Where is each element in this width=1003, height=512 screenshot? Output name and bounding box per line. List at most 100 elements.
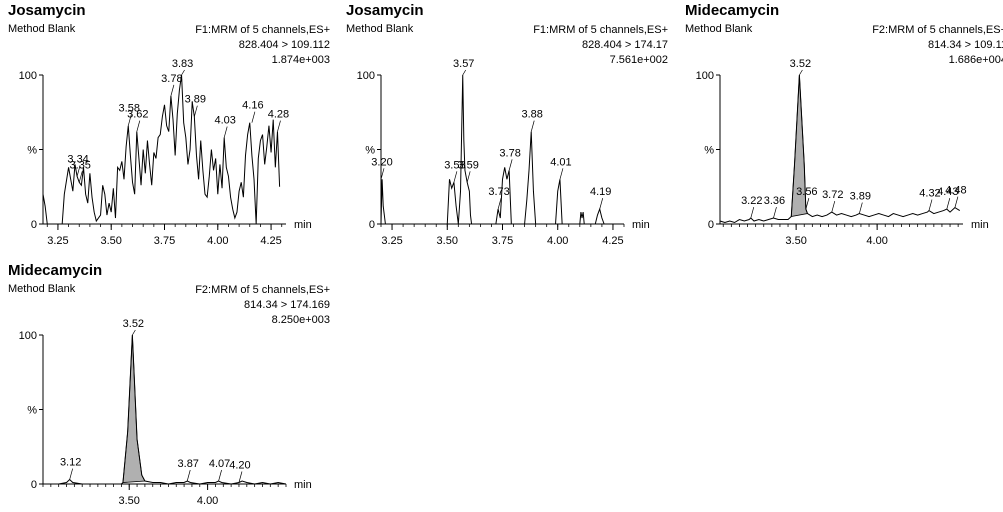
- sample-name: Method Blank: [346, 23, 414, 35]
- peak-label-leader: [194, 105, 198, 117]
- peak-label: 3.83: [172, 58, 193, 70]
- x-tick-label: 3.75: [492, 235, 513, 247]
- x-axis-label: min: [971, 219, 989, 231]
- compound-title: Midecamycin: [685, 2, 780, 19]
- y-tick-label: 0: [369, 219, 375, 231]
- peak-label: 3.89: [850, 191, 871, 203]
- y-tick-label: 100: [357, 70, 375, 82]
- compound-title: Josamycin: [346, 2, 424, 19]
- peak-label-leader: [559, 168, 564, 180]
- peak-label-leader: [954, 196, 959, 208]
- function-line: F2:MRM of 5 channels,ES+: [872, 24, 1003, 36]
- peak-label: 3.62: [127, 109, 148, 121]
- chromatogram-plot: 100% 0 3.25 3.50 3.75 4.00 4.25 min 3.20 3.53 3.57…: [357, 58, 650, 247]
- x-tick-label: 4.25: [260, 235, 281, 247]
- peak-label: 3.52: [123, 318, 144, 330]
- peak-label-leader: [78, 171, 83, 183]
- peak-label: 4.20: [229, 460, 250, 472]
- x-tick-label: 4.00: [547, 235, 568, 247]
- transition-line: 828.404 > 174.17: [582, 39, 668, 51]
- peak-label: 4.19: [590, 186, 611, 198]
- y-tick-label: 100: [696, 70, 714, 82]
- x-axis-label: min: [632, 219, 650, 231]
- compound-title: Josamycin: [8, 2, 86, 19]
- y-tick-label: 100: [19, 330, 37, 342]
- x-tick-label: 3.50: [100, 235, 121, 247]
- peak-label: 3.36: [764, 195, 785, 207]
- x-tick-label: 3.75: [154, 235, 175, 247]
- peak-label: 3.73: [488, 186, 509, 198]
- peak-label-leader: [805, 198, 810, 210]
- peak-label: 3.78: [499, 147, 520, 159]
- y-tick-label: 100: [19, 70, 37, 82]
- peak-label-leader: [218, 469, 222, 482]
- peak-label-leader: [76, 165, 81, 177]
- peak-label-leader: [186, 469, 191, 482]
- intensity-line: 8.250e+003: [271, 314, 330, 326]
- sample-name: Method Blank: [8, 23, 76, 35]
- peak-label-leader: [750, 206, 755, 219]
- x-tick-label: 3.50: [785, 235, 806, 247]
- peak-label: 3.22: [741, 195, 762, 207]
- peak-label-leader: [238, 471, 243, 483]
- x-tick-label: 3.50: [119, 495, 140, 507]
- peak-label-leader: [170, 84, 175, 96]
- x-tick-label: 4.00: [866, 235, 887, 247]
- peak-label: 3.34: [67, 153, 88, 165]
- compound-title: Midecamycin: [8, 262, 103, 279]
- peak-label-leader: [773, 206, 777, 219]
- peak-label-leader: [69, 468, 73, 480]
- x-tick-label: 3.50: [437, 235, 458, 247]
- peak-label: 3.87: [178, 458, 199, 470]
- x-axis-label: min: [294, 219, 312, 231]
- peak-label: 4.01: [550, 156, 571, 168]
- peak-label: 4.16: [242, 100, 263, 112]
- peak-label-leader: [799, 69, 803, 76]
- peak-label: 4.07: [209, 458, 230, 470]
- peak-label-leader: [181, 69, 185, 76]
- transition-line: 814.34 > 174.169: [244, 299, 330, 311]
- peak-label: 3.53: [444, 159, 465, 171]
- function-info: F1:MRM of 5 channels,ES+ 828.404 > 174.1…: [533, 23, 668, 68]
- chromatogram-trace: [380, 74, 624, 225]
- peak-label: 3.12: [60, 457, 81, 469]
- peak-fill: [122, 334, 146, 483]
- chromatogram-trace: [42, 74, 281, 225]
- peak-label: 4.32: [919, 188, 940, 200]
- chromatogram-trace: [43, 334, 287, 485]
- peak-label: 4.03: [214, 115, 235, 127]
- peak-label: 4.43: [937, 186, 958, 198]
- peak-label-leader: [462, 69, 467, 76]
- y-axis-label: %: [27, 145, 37, 157]
- function-info: F2:MRM of 5 channels,ES+ 814.34 > 174.16…: [195, 283, 330, 328]
- function-info: F2:MRM of 5 channels,ES+ 814.34 > 109.11…: [872, 23, 1003, 68]
- peak-label: 4.28: [268, 109, 289, 121]
- peak-label-leader: [277, 120, 281, 132]
- peak-label: 3.52: [790, 58, 811, 70]
- peak-label-leader: [380, 168, 385, 180]
- peak-label: 3.56: [796, 186, 817, 198]
- x-tick-label: 4.25: [602, 235, 623, 247]
- peak-label-leader: [453, 171, 458, 183]
- x-axis-label: min: [294, 479, 312, 491]
- peak-label: 3.35: [70, 159, 91, 171]
- peak-label: 3.88: [522, 109, 543, 121]
- chromatogram-panel: Josamycin Method Blank F1:MRM of 5 chann…: [8, 2, 338, 252]
- peak-label: 3.59: [457, 159, 478, 171]
- chromatogram-panel: Midecamycin Method Blank F2:MRM of 5 cha…: [8, 262, 338, 512]
- peak-label-leader: [497, 198, 502, 210]
- peak-label: 3.58: [119, 103, 140, 115]
- function-line: F1:MRM of 5 channels,ES+: [533, 24, 668, 36]
- y-axis-label: %: [365, 145, 375, 157]
- chromatogram-panel: Midecamycin Method Blank F2:MRM of 5 cha…: [685, 2, 1003, 252]
- transition-line: 828.404 > 109.112: [238, 39, 330, 51]
- peak-label: 3.78: [161, 73, 182, 85]
- intensity-line: 1.874e+003: [271, 54, 330, 66]
- peak-label-leader: [136, 120, 141, 132]
- peak-label-leader: [599, 198, 604, 210]
- y-tick-label: 0: [31, 479, 37, 491]
- peak-label-leader: [251, 111, 256, 123]
- intensity-line: 1.686e+004: [948, 54, 1003, 66]
- peak-label: 4.48: [945, 185, 966, 197]
- x-tick-label: 4.00: [207, 235, 228, 247]
